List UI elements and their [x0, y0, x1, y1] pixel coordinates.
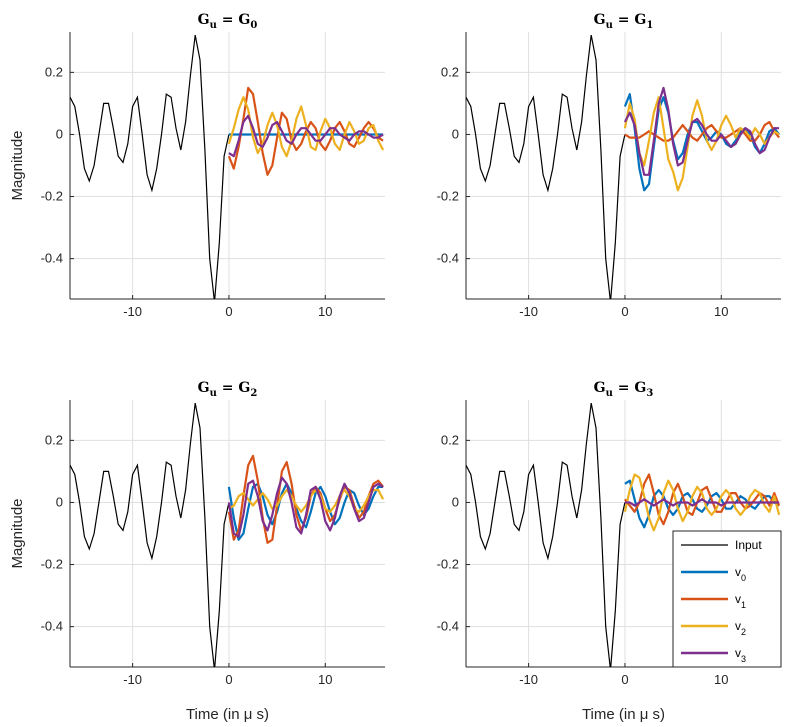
series-v0 [624, 479, 780, 529]
series-v2 [623, 473, 781, 532]
y-tick-label: 0.2 [441, 64, 459, 79]
legend-label-v2: v2 [735, 619, 746, 637]
legend-label-v0: v0 [735, 565, 746, 583]
series-v2 [228, 488, 385, 513]
x-tick-label: 10 [714, 304, 728, 319]
x-tick-label: 0 [225, 672, 232, 687]
series-v3 [228, 114, 384, 158]
y-tick-label: -0.4 [437, 619, 459, 634]
subplot-title: Gu = G2 [198, 380, 258, 399]
x-tick-label: -10 [123, 672, 142, 687]
series-v3 [623, 86, 780, 176]
y-axis-label: Magnitude [9, 130, 26, 200]
x-tick-label: 0 [225, 304, 232, 319]
subplot-0: -10 0 10 -0.4 -0.2 0 0.2 Gu = G0 Magnitude [9, 12, 385, 319]
y-tick-label: 0 [452, 494, 459, 509]
x-tick-label: 10 [318, 672, 332, 687]
series-v2 [227, 96, 385, 158]
y-tick-label: -0.4 [41, 251, 63, 266]
y-tick-label: -0.2 [41, 189, 63, 204]
y-tick-label: -0.2 [437, 189, 459, 204]
series-v3 [227, 476, 384, 538]
x-tick-label: -10 [519, 672, 538, 687]
y-tick-label: 0.2 [45, 432, 63, 447]
series-input [466, 34, 626, 299]
x-tick-label: 10 [714, 672, 728, 687]
subplot-2: -10 0 10 -0.4 -0.2 0 0.2 Gu = G2 Magnitude Time (… [9, 380, 385, 723]
x-tick-label: 0 [621, 672, 628, 687]
series-input [466, 402, 626, 667]
series-v2 [623, 96, 780, 192]
plot-area [466, 32, 781, 299]
x-axis-label: Time (in μ s) [582, 706, 665, 723]
legend: Input v0 v1 v2 v3 [672, 530, 782, 668]
y-tick-label: -0.2 [41, 557, 63, 572]
legend-label-v1: v1 [735, 592, 746, 610]
subplot-title: Gu = G0 [198, 12, 258, 31]
subplot-1: -10 0 10 -0.4 -0.2 0 0.2 Gu = G1 [437, 12, 781, 319]
x-axis-label: Time (in μ s) [186, 706, 269, 723]
y-axis-label: Magnitude [9, 498, 26, 568]
series-v0 [623, 92, 780, 192]
subplot-title: Gu = G1 [594, 12, 654, 31]
plot-area [70, 32, 385, 299]
plot-area [70, 400, 385, 667]
y-tick-label: 0 [56, 126, 63, 141]
series-input [70, 402, 230, 667]
subplot-3: -10 0 10 -0.4 -0.2 0 0.2 Gu = G3 Time (in μ s) In… [437, 380, 782, 723]
y-tick-label: 0 [452, 126, 459, 141]
y-tick-label: -0.4 [41, 619, 63, 634]
x-tick-label: -10 [519, 304, 538, 319]
y-tick-label: 0.2 [441, 432, 459, 447]
y-tick-label: -0.2 [437, 557, 459, 572]
x-tick-label: 10 [318, 304, 332, 319]
series-v3 [624, 498, 780, 507]
y-tick-label: 0.2 [45, 64, 63, 79]
series-input [70, 34, 230, 299]
y-tick-label: 0 [56, 494, 63, 509]
y-tick-label: -0.4 [437, 251, 459, 266]
x-tick-label: -10 [123, 304, 142, 319]
x-tick-label: 0 [621, 304, 628, 319]
subplot-title: Gu = G3 [594, 380, 654, 399]
legend-label-v3: v3 [735, 646, 746, 664]
legend-label-input: Input [735, 538, 762, 552]
